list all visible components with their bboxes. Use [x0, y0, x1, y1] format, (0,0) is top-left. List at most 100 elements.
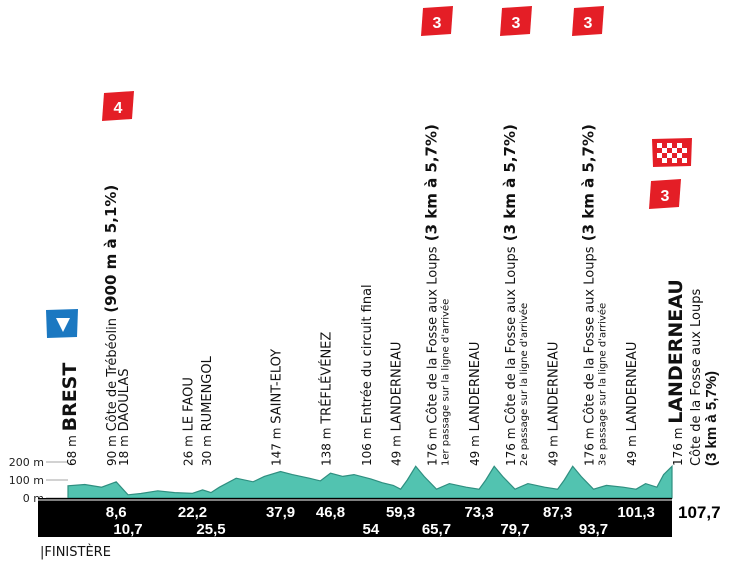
waypoint-label: 68 m BREST [59, 363, 81, 466]
waypoint-altitude: 176 m [425, 424, 439, 466]
climb-category-badge: 3 [572, 6, 604, 36]
waypoint-climb-note: (3 km à 5,7%) [579, 124, 597, 246]
checker-cell [682, 148, 687, 153]
waypoint-label: 26 m LE FAOU [182, 377, 197, 466]
waypoint-label: 176 m Côte de la Fosse aux Loups (3 km à… [579, 124, 608, 466]
waypoint-text: 90 m Côte de Trébéolin (900 m à 5,1%) [102, 185, 120, 466]
waypoint-label: 49 m LANDERNEAU [468, 342, 483, 466]
waypoint-altitude: 26 m [182, 431, 196, 466]
km-label: 87,3 [543, 504, 572, 521]
km-label: 59,3 [386, 504, 415, 521]
waypoint-text: 68 m BREST [59, 363, 81, 466]
waypoint-name: Entrée du circuit final [360, 284, 375, 423]
finish-flag-badge [652, 138, 692, 167]
waypoint-altitude: 49 m [547, 431, 561, 466]
waypoint-label: 138 m TRÉFLÉVÉNEZ [318, 332, 334, 466]
waypoint-label: 49 m LANDERNEAU [390, 342, 405, 466]
waypoint-name: LANDERNEAU [665, 279, 687, 424]
badge-shape [649, 179, 681, 209]
elevation-profile [67, 464, 673, 499]
checker-cell [657, 153, 662, 158]
badge-label: 3 [433, 15, 442, 32]
badge-shape [500, 6, 532, 36]
waypoint-text: 176 m Côte de la Fosse aux Loups (3 km à… [579, 124, 597, 466]
waypoint-text: 30 m RUMENGOL [200, 355, 215, 466]
y-tick-label: 100 m [9, 474, 44, 487]
checker-cell [662, 148, 667, 153]
checker-cell [677, 143, 682, 148]
waypoint-text: 49 m LANDERNEAU [468, 342, 483, 466]
km-label: 93,7 [579, 521, 608, 538]
start-arrow-icon [56, 318, 70, 332]
waypoint-name: Côte de la Fosse aux Loups [582, 246, 597, 423]
checker-cell [667, 153, 672, 158]
km-label: 73,3 [464, 504, 493, 521]
waypoint-label: 90 m Côte de Trébéolin (900 m à 5,1%) [102, 185, 120, 466]
waypoint-label: 49 m LANDERNEAU [625, 342, 640, 466]
waypoint-climb-note: (3 km à 5,7%) [422, 124, 440, 246]
waypoint-text: 49 m LANDERNEAU [625, 342, 640, 466]
waypoint-labels: 68 m BREST 90 m Côte de Trébéolin (900 m … [59, 124, 720, 466]
waypoint-text: 138 m TRÉFLÉVÉNEZ [318, 332, 334, 466]
elevation-area [67, 464, 673, 499]
waypoint-label: 106 m Entrée du circuit final [360, 284, 375, 466]
waypoint-sub: 2e passage sur la ligne d'arrivée [518, 303, 530, 466]
climb-category-badge: 4 [102, 91, 134, 121]
waypoint-text: 26 m LE FAOU [182, 377, 197, 466]
waypoint-name: LANDERNEAU [468, 342, 483, 432]
waypoint-text: 18 m DAOULAS [117, 369, 132, 466]
waypoint-label: 49 m LANDERNEAU [547, 342, 562, 466]
waypoint-altitude: 176 m [504, 424, 518, 466]
waypoint-text: 176 m Côte de la Fosse aux Loups (3 km à… [501, 124, 519, 466]
waypoint-label: 147 m SAINT-ELOY [270, 349, 285, 466]
badge-label: 3 [661, 188, 670, 205]
km-label: 65,7 [422, 521, 451, 538]
badge-label: 3 [512, 15, 521, 32]
waypoint-text: 176 m LANDERNEAU [665, 279, 687, 466]
km-label: 25,5 [196, 521, 225, 538]
climb-category-badge: 3 [421, 6, 453, 36]
waypoint-climb-note: (3 km à 5,7%) [501, 124, 519, 246]
waypoint-altitude: 68 m [65, 431, 79, 466]
waypoint-climb-note: (900 m à 5,1%) [102, 185, 120, 318]
checker-cell [672, 158, 677, 163]
checker-cell [672, 148, 677, 153]
waypoint-note: Côte de la Fosse aux Loups [689, 289, 704, 466]
start-badge [46, 309, 78, 338]
waypoint-sub: 3e passage sur la ligne d'arrivée [596, 303, 608, 466]
waypoint-name: BREST [59, 363, 81, 432]
waypoint-text: 147 m SAINT-ELOY [270, 349, 285, 466]
department-label: |FINISTÈRE [40, 544, 111, 560]
climb-category-badge: 3 [649, 179, 681, 209]
km-label: 37,9 [266, 504, 295, 521]
waypoint-name: SAINT-ELOY [270, 349, 285, 424]
waypoint-text: 49 m LANDERNEAU [547, 342, 562, 466]
waypoint-name: LANDERNEAU [625, 342, 640, 432]
waypoint-name: Côte de la Fosse aux Loups [425, 246, 440, 423]
waypoint-altitude: 30 m [200, 431, 214, 466]
waypoint-sub: 1er passage sur la ligne d'arrivée [439, 299, 451, 466]
km-label: 22,2 [178, 504, 207, 521]
badge-shape [421, 6, 453, 36]
waypoint-name: Côte de la Fosse aux Loups [504, 246, 519, 423]
checker-cell [662, 158, 667, 163]
waypoint-altitude: 49 m [625, 431, 639, 466]
badge-label: 4 [114, 100, 123, 117]
km-label: 79,7 [500, 521, 529, 538]
climb-category-badge: 3 [500, 6, 532, 36]
waypoint-text: 49 m LANDERNEAU [390, 342, 405, 466]
km-label: 54 [362, 521, 379, 538]
waypoint-text: 106 m Entrée du circuit final [360, 284, 375, 466]
waypoint-altitude: 90 m [105, 431, 119, 466]
waypoint-name: LE FAOU [182, 377, 197, 431]
waypoint-label: 176 m Côte de la Fosse aux Loups (3 km à… [422, 124, 451, 466]
checker-cell [657, 143, 662, 148]
waypoint-label: 176 m LANDERNEAU Côte de la Fosse aux Lou… [665, 279, 720, 466]
checker-cell [682, 158, 687, 163]
km-label: 8,6 [106, 504, 127, 521]
waypoint-altitude: 138 m [319, 424, 333, 466]
checker-cell [667, 143, 672, 148]
waypoint-name: TRÉFLÉVÉNEZ [318, 332, 334, 425]
